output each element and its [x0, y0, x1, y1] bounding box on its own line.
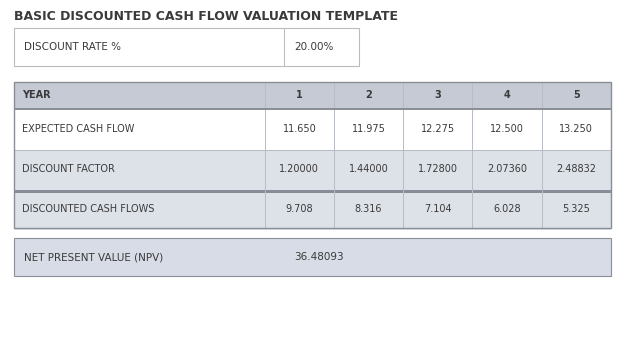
Text: EXPECTED CASH FLOW: EXPECTED CASH FLOW [22, 124, 134, 135]
Text: 7.104: 7.104 [424, 205, 452, 214]
Bar [472, 82, 473, 228]
Text: DISCOUNT RATE %: DISCOUNT RATE % [24, 42, 121, 52]
Text: 3: 3 [434, 90, 441, 100]
Text: BASIC DISCOUNTED CASH FLOW VALUATION TEMPLATE: BASIC DISCOUNTED CASH FLOW VALUATION TEM… [14, 11, 398, 24]
Bar [403, 82, 404, 228]
Bar [14, 150, 611, 190]
Text: YEAR: YEAR [22, 90, 51, 100]
Text: 9.708: 9.708 [286, 205, 313, 214]
Text: 12.275: 12.275 [421, 124, 455, 135]
Text: NET PRESENT VALUE (NPV): NET PRESENT VALUE (NPV) [24, 252, 163, 262]
Text: 1.44000: 1.44000 [349, 165, 389, 174]
Bar [14, 110, 611, 150]
Text: DISCOUNT FACTOR: DISCOUNT FACTOR [22, 165, 115, 174]
Text: 11.650: 11.650 [282, 124, 316, 135]
Bar [14, 28, 359, 66]
Bar [14, 238, 611, 276]
Text: 1.72800: 1.72800 [418, 165, 458, 174]
Text: 20.00%: 20.00% [294, 42, 333, 52]
Bar [284, 28, 285, 66]
Bar [14, 190, 611, 193]
Text: 36.48093: 36.48093 [294, 252, 344, 262]
Text: 12.500: 12.500 [490, 124, 524, 135]
Text: 13.250: 13.250 [559, 124, 593, 135]
Text: 11.975: 11.975 [352, 124, 386, 135]
Bar [265, 82, 266, 228]
Text: 2.07360: 2.07360 [487, 165, 527, 174]
Text: 5: 5 [573, 90, 580, 100]
Text: 4: 4 [504, 90, 511, 100]
Bar [14, 190, 611, 229]
Text: 8.316: 8.316 [355, 205, 382, 214]
Text: 2.48832: 2.48832 [556, 165, 596, 174]
Bar [14, 82, 611, 108]
Text: 1.20000: 1.20000 [279, 165, 319, 174]
Text: 2: 2 [365, 90, 372, 100]
Bar [14, 82, 611, 228]
Bar [14, 108, 611, 110]
Text: 6.028: 6.028 [493, 205, 521, 214]
Text: 1: 1 [296, 90, 302, 100]
Text: DISCOUNTED CASH FLOWS: DISCOUNTED CASH FLOWS [22, 205, 154, 214]
Bar [334, 82, 335, 228]
Text: 5.325: 5.325 [562, 205, 590, 214]
